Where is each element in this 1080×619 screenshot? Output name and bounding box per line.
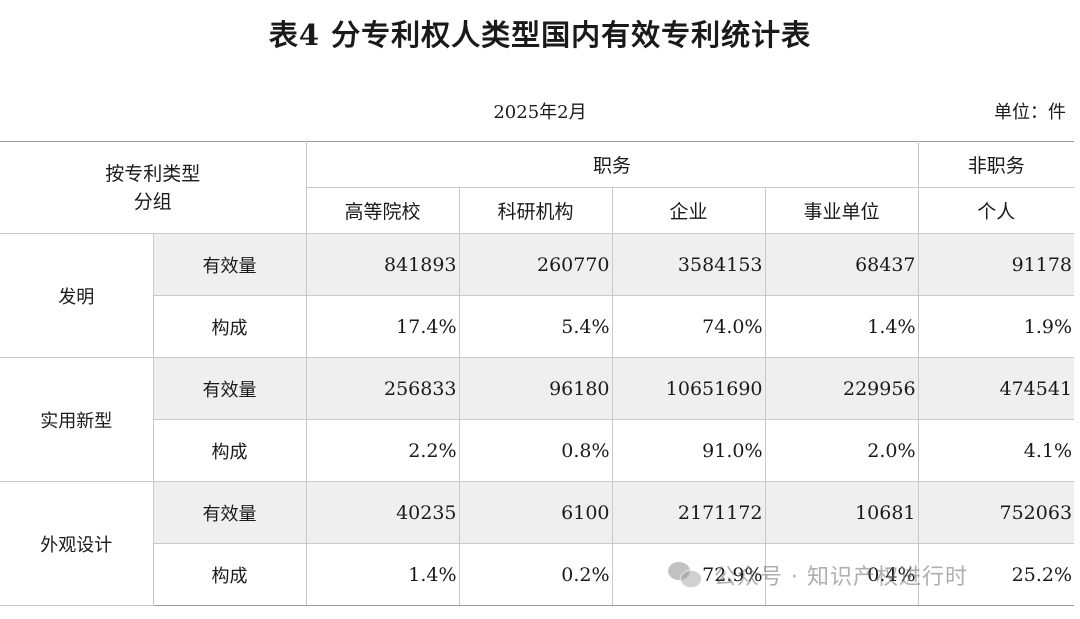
table-cell: 91.0% xyxy=(611,419,766,482)
metric-label: 构成 xyxy=(153,543,307,606)
group-header: 按专利类型 分组 xyxy=(0,141,307,234)
column-header-public-institution: 事业单位 xyxy=(764,187,919,234)
wechat-icon xyxy=(668,560,704,590)
category-utility-model: 实用新型 xyxy=(0,357,154,482)
table-cell: 74.0% xyxy=(611,295,766,358)
table-cell: 1.9% xyxy=(917,295,1075,358)
table-cell: 6100 xyxy=(458,481,613,544)
table-cell: 229956 xyxy=(764,357,919,420)
unit-label: 单位：件 xyxy=(994,102,1066,123)
table-cell: 10651690 xyxy=(611,357,766,420)
table-cell: 1.4% xyxy=(764,295,919,358)
watermark: 公众号 · 知识产权进行时 xyxy=(668,555,968,595)
table-cell: 2171172 xyxy=(611,481,766,544)
table-cell: 2.2% xyxy=(305,419,460,482)
table-cell: 841893 xyxy=(305,233,460,296)
watermark-text: 公众号 · 知识产权进行时 xyxy=(714,565,968,590)
table-cell: 10681 xyxy=(764,481,919,544)
table-cell: 25.2% xyxy=(917,543,1075,606)
table-cell: 68437 xyxy=(764,233,919,296)
patent-stats-table: 按专利类型 分组 职务 非职务 高等院校 科研机构 企业 事业单位 个人 发明 … xyxy=(0,141,1075,606)
table-cell: 752063 xyxy=(917,481,1075,544)
table-cell: 5.4% xyxy=(458,295,613,358)
table-cell: 40235 xyxy=(305,481,460,544)
table-cell: 260770 xyxy=(458,233,613,296)
nonduty-header: 非职务 xyxy=(917,141,1075,188)
table-row: 构成 17.4% 5.4% 74.0% 1.4% 1.9% xyxy=(0,295,1075,358)
column-header-university: 高等院校 xyxy=(306,187,460,234)
column-header-enterprise: 企业 xyxy=(611,187,766,234)
table-row: 外观设计 有效量 40235 6100 2171172 10681 752063 xyxy=(0,481,1075,606)
metric-label: 有效量 xyxy=(152,233,307,296)
table-row: 实用新型 有效量 256833 96180 10651690 229956 47… xyxy=(0,357,1075,482)
table-cell: 3584153 xyxy=(611,233,766,296)
group-header-line1: 按专利类型 xyxy=(105,162,201,185)
table-row: 构成 2.2% 0.8% 91.0% 2.0% 4.1% xyxy=(0,419,1075,482)
table-row: 发明 有效量 841893 260770 3584153 68437 91178 xyxy=(0,233,1075,358)
metric-label: 构成 xyxy=(153,419,307,482)
table-cell: 0.8% xyxy=(458,419,613,482)
table-cell: 91178 xyxy=(917,233,1075,296)
report-date: 2025年2月 xyxy=(493,102,587,123)
table-title: 表4 分专利权人类型国内有效专利统计表 xyxy=(268,18,812,52)
metric-label: 有效量 xyxy=(152,357,307,420)
category-design: 外观设计 xyxy=(0,481,154,606)
table-cell: 474541 xyxy=(917,357,1075,420)
table-cell: 0.4% xyxy=(764,543,919,606)
table-row: 构成 1.4% 0.2% 72.9% 0.4% 25.2% xyxy=(0,543,1075,606)
column-header-research-institute: 科研机构 xyxy=(458,187,613,234)
column-header-individual: 个人 xyxy=(917,187,1075,234)
table-cell: 256833 xyxy=(305,357,460,420)
category-invention: 发明 xyxy=(0,233,154,358)
metric-label: 有效量 xyxy=(152,481,307,544)
table-cell: 2.0% xyxy=(764,419,919,482)
table-cell: 4.1% xyxy=(917,419,1075,482)
group-header-line2: 分组 xyxy=(133,190,172,213)
table-cell: 1.4% xyxy=(305,543,460,606)
table-cell: 96180 xyxy=(458,357,613,420)
duty-header: 职务 xyxy=(305,141,919,188)
metric-label: 构成 xyxy=(153,295,307,358)
table-cell: 0.2% xyxy=(458,543,613,606)
table-cell: 17.4% xyxy=(305,295,460,358)
